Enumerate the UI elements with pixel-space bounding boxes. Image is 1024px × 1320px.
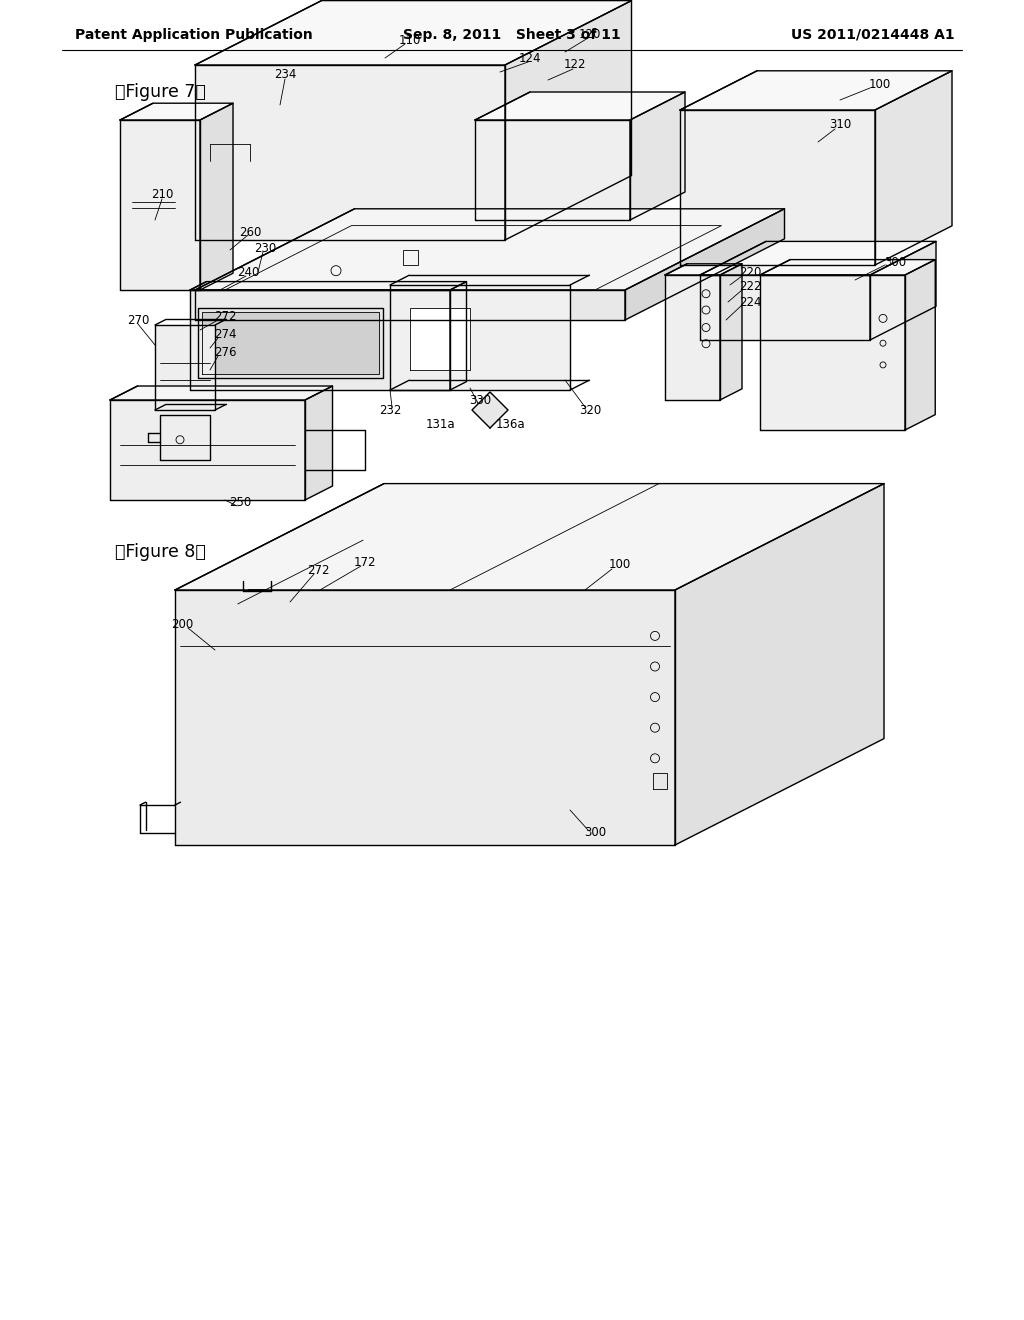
Polygon shape xyxy=(160,414,210,459)
Polygon shape xyxy=(475,120,630,220)
Polygon shape xyxy=(720,264,742,400)
Polygon shape xyxy=(700,242,936,275)
Text: 110: 110 xyxy=(398,33,421,46)
Polygon shape xyxy=(653,774,667,789)
Polygon shape xyxy=(190,290,450,389)
Polygon shape xyxy=(630,92,685,220)
Text: Patent Application Publication: Patent Application Publication xyxy=(75,28,312,42)
Text: 100: 100 xyxy=(869,78,891,91)
Text: 100: 100 xyxy=(609,558,631,572)
Polygon shape xyxy=(200,103,233,290)
Polygon shape xyxy=(475,92,685,120)
Polygon shape xyxy=(665,275,720,400)
Polygon shape xyxy=(760,275,905,430)
Text: 250: 250 xyxy=(229,495,251,508)
Polygon shape xyxy=(700,275,870,341)
Text: US 2011/0214448 A1: US 2011/0214448 A1 xyxy=(792,28,955,42)
Polygon shape xyxy=(305,385,333,500)
Text: 320: 320 xyxy=(579,404,601,417)
Text: 230: 230 xyxy=(254,242,276,255)
Polygon shape xyxy=(390,285,570,389)
Polygon shape xyxy=(874,71,952,265)
Text: Sep. 8, 2011   Sheet 3 of 11: Sep. 8, 2011 Sheet 3 of 11 xyxy=(403,28,621,42)
Text: 272: 272 xyxy=(307,564,330,577)
Text: 300: 300 xyxy=(884,256,906,268)
Text: 【Figure 7】: 【Figure 7】 xyxy=(115,83,206,102)
Polygon shape xyxy=(175,483,884,590)
Text: 220: 220 xyxy=(738,265,761,279)
Text: 200: 200 xyxy=(171,619,194,631)
Text: 224: 224 xyxy=(738,296,761,309)
Text: 310: 310 xyxy=(828,119,851,132)
Bar xyxy=(402,251,418,265)
Polygon shape xyxy=(120,120,200,290)
Text: 240: 240 xyxy=(237,265,259,279)
Polygon shape xyxy=(198,308,383,378)
Polygon shape xyxy=(110,400,305,500)
Text: 136a: 136a xyxy=(496,418,525,432)
Polygon shape xyxy=(195,290,625,319)
Text: 234: 234 xyxy=(273,69,296,82)
Text: 300: 300 xyxy=(584,825,606,838)
Polygon shape xyxy=(472,392,508,428)
Polygon shape xyxy=(505,0,632,240)
Polygon shape xyxy=(675,483,884,845)
Polygon shape xyxy=(195,0,632,65)
Text: 330: 330 xyxy=(469,393,492,407)
Polygon shape xyxy=(870,242,936,341)
Polygon shape xyxy=(680,110,874,265)
Polygon shape xyxy=(190,281,467,290)
Text: 222: 222 xyxy=(738,281,761,293)
Polygon shape xyxy=(680,71,952,110)
Polygon shape xyxy=(202,312,379,374)
Polygon shape xyxy=(450,281,467,389)
Text: 124: 124 xyxy=(519,51,542,65)
Text: 272: 272 xyxy=(214,310,237,323)
Polygon shape xyxy=(625,209,784,319)
Text: 270: 270 xyxy=(127,314,150,326)
Polygon shape xyxy=(410,308,470,370)
Text: 131a: 131a xyxy=(425,418,455,432)
Polygon shape xyxy=(120,103,233,120)
Text: 274: 274 xyxy=(214,329,237,342)
Text: 276: 276 xyxy=(214,346,237,359)
Polygon shape xyxy=(155,325,215,411)
Text: 122: 122 xyxy=(564,58,587,71)
Polygon shape xyxy=(905,260,935,430)
Polygon shape xyxy=(195,209,784,290)
Text: 232: 232 xyxy=(379,404,401,417)
Polygon shape xyxy=(195,65,505,240)
Polygon shape xyxy=(665,264,742,275)
Text: 【Figure 8】: 【Figure 8】 xyxy=(115,543,206,561)
Text: 260: 260 xyxy=(239,226,261,239)
Text: 210: 210 xyxy=(151,189,173,202)
Text: 172: 172 xyxy=(353,556,376,569)
Text: 120: 120 xyxy=(579,29,601,41)
Polygon shape xyxy=(110,385,333,400)
Polygon shape xyxy=(175,590,675,845)
Polygon shape xyxy=(760,260,935,275)
